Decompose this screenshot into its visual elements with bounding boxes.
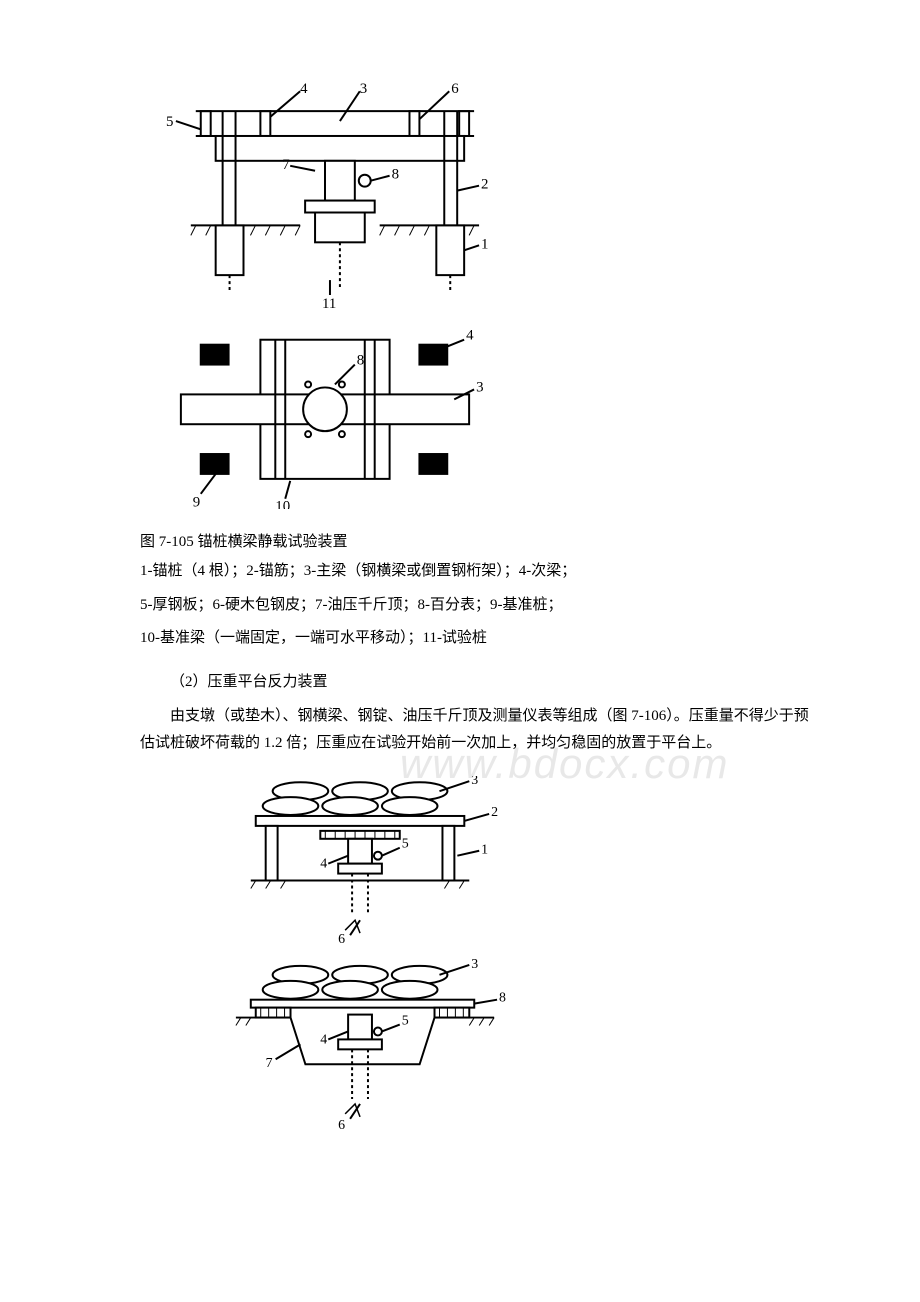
fig2u-label-1: 1 [481,842,488,857]
fig1-label-8: 8 [392,167,399,183]
fig2l-label-4: 4 [320,1032,327,1047]
fig1-label-3: 3 [360,81,367,97]
fig2l-label-5: 5 [402,1013,409,1028]
fig1-label-11: 11 [322,296,336,312]
figure-7-105-legend-3: 10-基准梁（一端固定，一端可水平移动）；11-试验桩 [140,626,820,652]
fig1-label-5: 5 [166,114,173,130]
figure-7-105-caption: 图 7-105 锚桩横梁静载试验装置 [140,530,820,551]
figure-7-105-legend-1: 1-锚桩（4 根）；2-锚筋；3-主梁（钢横梁或倒置钢桁架）；4-次梁； [140,559,820,585]
figure-7-105: 4 3 6 5 7 8 2 1 11 [140,80,820,510]
fig2l-label-8: 8 [499,990,506,1005]
fig2u-label-6: 6 [338,932,345,947]
fig2l-label-3: 3 [471,956,478,971]
fig1b-label-3: 3 [476,379,483,395]
fig2l-label-6: 6 [338,1117,345,1132]
figure-7-105-legend-2: 5-厚钢板；6-硬木包钢皮；7-油压千斤顶；8-百分表；9-基准桩； [140,593,820,619]
fig2u-label-4: 4 [320,856,327,871]
fig1b-label-10: 10 [275,499,290,510]
fig2u-label-2: 2 [491,804,498,819]
fig1-label-4: 4 [300,81,308,97]
figure-7-106: 3 2 5 1 4 6 [200,775,880,1135]
section-2-paragraph: 由支墩（或垫木）、钢横梁、钢锭、油压千斤顶及测量仪表等组成（图 7-106）。压… [140,703,820,757]
fig1-label-1: 1 [481,236,488,252]
fig1-label-7: 7 [282,157,290,173]
diagram-7-106-svg: 3 2 5 1 4 6 [220,775,510,1135]
fig1b-label-8: 8 [357,353,364,369]
fig2l-label-7: 7 [266,1056,273,1071]
fig2u-label-3: 3 [471,775,478,788]
diagram-7-105-svg: 4 3 6 5 7 8 2 1 11 [160,80,490,510]
fig1b-label-4: 4 [466,328,474,344]
fig1-label-2: 2 [481,177,488,193]
fig1b-label-9: 9 [193,495,200,510]
section-2-title: （2）压重平台反力装置 [140,670,820,691]
fig1-label-6: 6 [451,81,458,97]
fig2u-label-5: 5 [402,836,409,851]
